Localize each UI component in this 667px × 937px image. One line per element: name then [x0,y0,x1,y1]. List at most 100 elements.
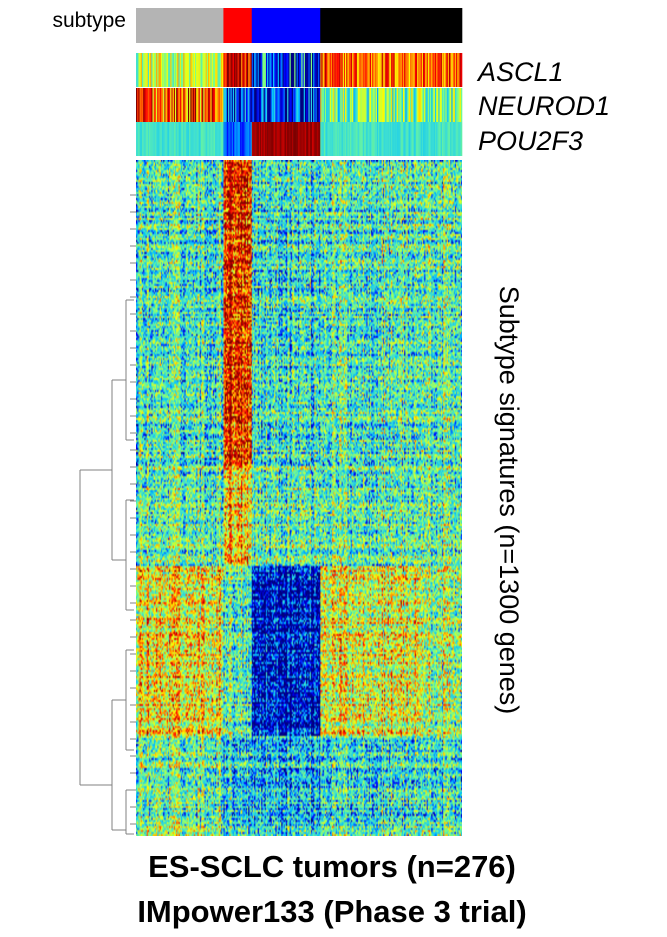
gene-track-cell [151,53,153,87]
gene-track-cell [270,53,273,87]
subtype-group-4 [320,8,463,43]
gene-track-cell [309,122,312,156]
gene-track-cell [421,53,424,87]
gene-track-cell [444,53,446,87]
gene-track-cell [315,53,318,87]
gene-track-cell [218,122,221,156]
gene-track-cell [308,122,310,156]
gene-track-cell [345,88,347,122]
gene-track-cell [280,53,282,87]
gene-track-cell [250,53,253,87]
gene-track-cell [333,122,335,156]
gene-track-cell [444,88,446,122]
gene-track-cell [405,53,407,87]
gene-track-cell [247,88,249,122]
gene-expression-tracks [136,53,463,156]
gene-track-cell [288,88,290,122]
gene-track-cell [231,53,234,87]
gene-track-cell [340,88,342,122]
gene-track-cell [342,88,345,122]
gene-track-cell [368,53,371,87]
gene-track-cell [269,122,271,156]
gene-track-cell [415,88,418,122]
gene-track-cell [304,53,307,87]
gene-track-cell [208,122,210,156]
gene-track-cell [213,88,216,122]
gene-track-cell [187,88,190,122]
gene-track-cell [153,88,156,122]
gene-track-cell [342,53,345,87]
gene-track-cell [423,122,425,156]
gene-track-cell [327,88,329,122]
gene-track-cell [336,122,339,156]
gene-track-cell [413,53,416,87]
gene-track-cell [237,53,240,87]
gene-track-cell [380,53,382,87]
gene-track-cell [172,122,175,156]
gene-track-cell [426,88,429,122]
gene-track-cell [210,88,212,122]
gene-track-cell [343,88,346,122]
gene-track-cell [319,88,321,122]
gene-track-cell [216,122,218,156]
gene-track-cell [144,122,146,156]
gene-track-cell [310,53,313,87]
gene-track-cell [302,88,305,122]
gene-track-cell [136,88,138,122]
gene-track-cell [400,122,403,156]
gene-track-cell [381,88,384,122]
gene-track-cell [363,53,366,87]
gene-track-cell [371,122,373,156]
gene-track-cell [250,88,253,122]
gene-track-cell [140,53,143,87]
gene-track-cell [158,53,160,87]
gene-track-cell [195,88,197,122]
gene-track-cell [241,53,243,87]
gene-track-cell [191,88,193,122]
gene-track-cell [322,88,325,122]
gene-track-cell [232,88,235,122]
gene-track-cell [358,88,360,122]
gene-track-cell [180,122,183,156]
gene-track-cell [428,88,431,122]
gene-track-cell [346,122,348,156]
gene-track-cell [452,122,455,156]
gene-track-cell [412,88,414,122]
gene-track-cell [192,122,195,156]
gene-track-cell [172,88,175,122]
gene-track-cell [248,53,250,87]
gene-track-cell [230,88,232,122]
gene-track-cell [359,53,361,87]
gene-track-cell [369,122,372,156]
gene-track-cell [146,122,149,156]
gene-track-cell [191,122,193,156]
caption-line-2: IMpower133 (Phase 3 trial) [137,894,526,929]
gene-track-cell [417,53,419,87]
gene-track-cell [445,122,447,156]
gene-track-cell [375,53,378,87]
gene-track-cell [148,122,151,156]
gene-track-cell [449,122,451,156]
gene-track-cell [242,88,244,122]
gene-track-cell [224,122,227,156]
gene-track-cell [346,53,348,87]
gene-track-cell [356,53,359,87]
gene-track-cell [269,53,271,87]
gene-track-cell [367,53,369,87]
gene-track-cell [173,88,176,122]
gene-track-cell [231,88,234,122]
gene-track-cell [228,88,230,122]
gene-track-cell [332,88,334,122]
gene-track-cell [218,53,221,87]
gene-track-cell [293,88,295,122]
gene-track-cell [263,122,266,156]
gene-track-cell [152,122,155,156]
gene-track-cell [186,88,189,122]
gene-track-cell [289,53,292,87]
gene-track-cell [402,53,405,87]
gene-track-cell [316,122,319,156]
gene-track-cell [389,53,392,87]
gene-track-cell [339,53,341,87]
gene-track-cell [215,53,217,87]
gene-track-cell [211,53,214,87]
